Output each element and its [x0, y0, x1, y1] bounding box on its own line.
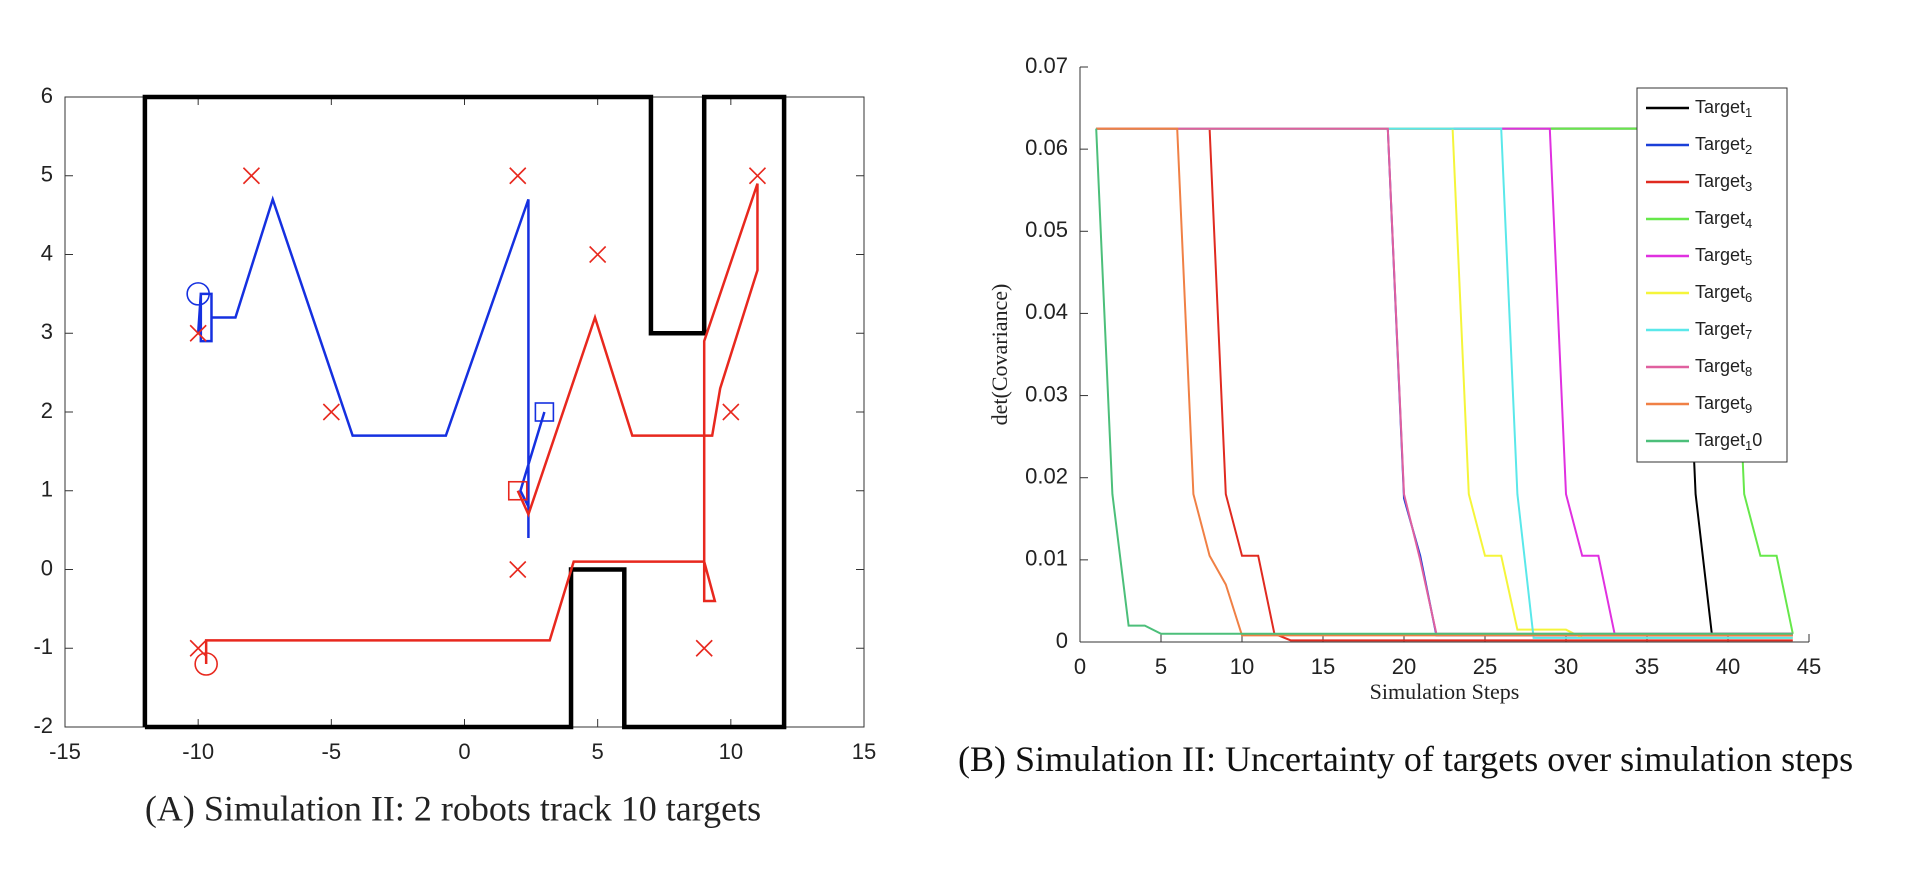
y-axis-label: det(Covariance) [987, 284, 1012, 426]
target-marker [242, 167, 260, 185]
x-tick-label: 15 [1311, 654, 1335, 679]
target-marker [695, 639, 713, 657]
series-line [142, 94, 787, 730]
x-tick-label: 45 [1797, 654, 1821, 679]
x-tick-label: 0 [458, 739, 470, 764]
target-marker [722, 403, 740, 421]
y-tick-label: 0.04 [1025, 299, 1068, 324]
y-tick-label: 0.05 [1025, 217, 1068, 242]
y-tick-label: 0.02 [1025, 464, 1068, 489]
target-marker [509, 560, 527, 579]
y-tick-label: -2 [33, 713, 53, 738]
series-line [1096, 127, 1793, 642]
x-axis-label: Simulation Steps [1370, 679, 1520, 704]
legend-label: Target3 [1695, 171, 1752, 195]
end-marker [534, 402, 555, 422]
x-tick-label: 10 [719, 739, 743, 764]
legend-label: Target8 [1695, 356, 1752, 380]
legend-label: Target9 [1695, 393, 1752, 417]
y-tick-label: 1 [41, 477, 53, 502]
x-tick-label: 35 [1635, 654, 1659, 679]
x-tick-label: 10 [1230, 654, 1254, 679]
x-tick-label: 5 [1155, 654, 1167, 679]
target-marker [509, 167, 527, 185]
y-tick-label: 0 [41, 555, 53, 580]
y-tick-label: 3 [41, 319, 53, 344]
y-tick-label: 0.06 [1025, 135, 1068, 160]
end-marker [507, 480, 528, 501]
legend-box [1636, 87, 1788, 463]
legend-label: Target1 [1695, 97, 1752, 121]
x-tick-label: 25 [1473, 654, 1497, 679]
target-marker [322, 403, 340, 421]
y-tick-label: 0.07 [1025, 53, 1068, 78]
start-marker [194, 652, 218, 676]
x-tick-label: 5 [592, 739, 604, 764]
plot-frame [64, 96, 865, 728]
y-tick-label: 0 [1056, 628, 1068, 653]
target-marker [748, 167, 767, 185]
legend-label: Target5 [1695, 245, 1752, 269]
y-tick-label: 0.01 [1025, 546, 1068, 571]
series-line [1095, 128, 1793, 635]
y-tick-label: -1 [33, 634, 53, 659]
legend-label: Target2 [1695, 134, 1752, 158]
y-tick-label: 5 [41, 162, 53, 187]
x-tick-label: 15 [852, 739, 876, 764]
y-tick-label: 0.03 [1025, 381, 1068, 406]
x-tick-label: -15 [49, 739, 81, 764]
series-line [204, 183, 759, 664]
legend-label: Target7 [1695, 319, 1752, 343]
legend-label: Target4 [1695, 208, 1752, 232]
caption-a: (A) Simulation II: 2 robots track 10 tar… [145, 788, 761, 828]
x-tick-label: 0 [1074, 654, 1086, 679]
y-tick-label: 4 [41, 240, 53, 265]
start-marker [186, 282, 210, 306]
series-line [1096, 127, 1793, 637]
y-tick-label: 2 [41, 398, 53, 423]
x-tick-label: -5 [322, 739, 342, 764]
x-tick-label: -10 [182, 739, 214, 764]
x-tick-label: 20 [1392, 654, 1416, 679]
x-tick-label: 40 [1716, 654, 1740, 679]
caption-b: (B) Simulation II: Uncertainty of target… [958, 739, 1854, 779]
y-tick-label: 6 [41, 83, 53, 108]
target-marker [589, 245, 607, 264]
series-line [196, 195, 546, 538]
target-marker [189, 324, 207, 342]
x-tick-label: 30 [1554, 654, 1578, 679]
legend-label: Target6 [1695, 282, 1752, 306]
